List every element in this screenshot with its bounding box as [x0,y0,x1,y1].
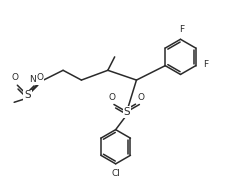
Text: Cl: Cl [111,169,120,178]
Text: O: O [12,73,19,82]
Text: O: O [108,93,115,102]
Text: S: S [123,107,130,117]
Text: O: O [36,73,43,82]
Text: S: S [24,91,31,100]
Text: NH: NH [29,75,42,84]
Text: F: F [179,25,184,34]
Text: O: O [138,93,145,102]
Text: F: F [203,60,209,69]
